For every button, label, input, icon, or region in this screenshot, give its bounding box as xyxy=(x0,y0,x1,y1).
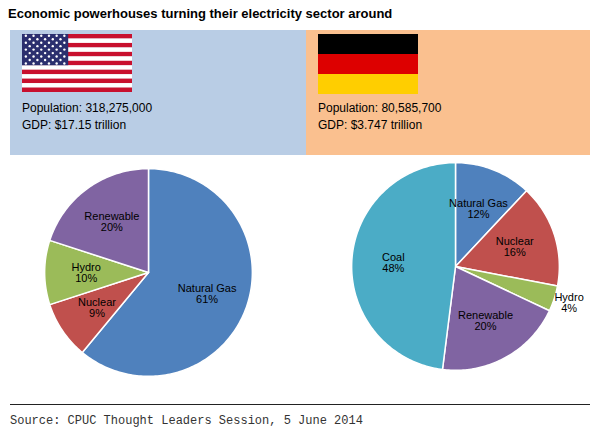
svg-text:Coal48%: Coal48% xyxy=(382,251,405,274)
svg-text:Hydro4%: Hydro4% xyxy=(554,291,583,314)
svg-text:Renewable20%: Renewable20% xyxy=(458,309,513,332)
html-text:GDP: $3.747 trillion: GDP: $3.747 trillion xyxy=(318,118,423,132)
html-text:GDP: $17.15 trillion: GDP: $17.15 trillion xyxy=(22,118,127,132)
svg-text:Hydro10%: Hydro10% xyxy=(72,261,101,284)
svg-text:Nuclear9%: Nuclear9% xyxy=(78,296,116,319)
svg-text:Natural Gas12%: Natural Gas12% xyxy=(449,197,508,220)
html-text:Population: 318,275,000: Population: 318,275,000 xyxy=(22,101,153,115)
svg-text:Renewable20%: Renewable20% xyxy=(84,210,139,233)
html-text:Source: CPUC Thought Leaders S: Source: CPUC Thought Leaders Session, 5 … xyxy=(10,414,363,428)
html-text:Population: 80,585,700: Population: 80,585,700 xyxy=(318,101,442,115)
html-text:Economic powerhouses turning t: Economic powerhouses turning their elect… xyxy=(8,6,393,21)
svg-text:Nuclear16%: Nuclear16% xyxy=(496,235,534,258)
svg-text:Natural Gas61%: Natural Gas61% xyxy=(178,282,237,305)
